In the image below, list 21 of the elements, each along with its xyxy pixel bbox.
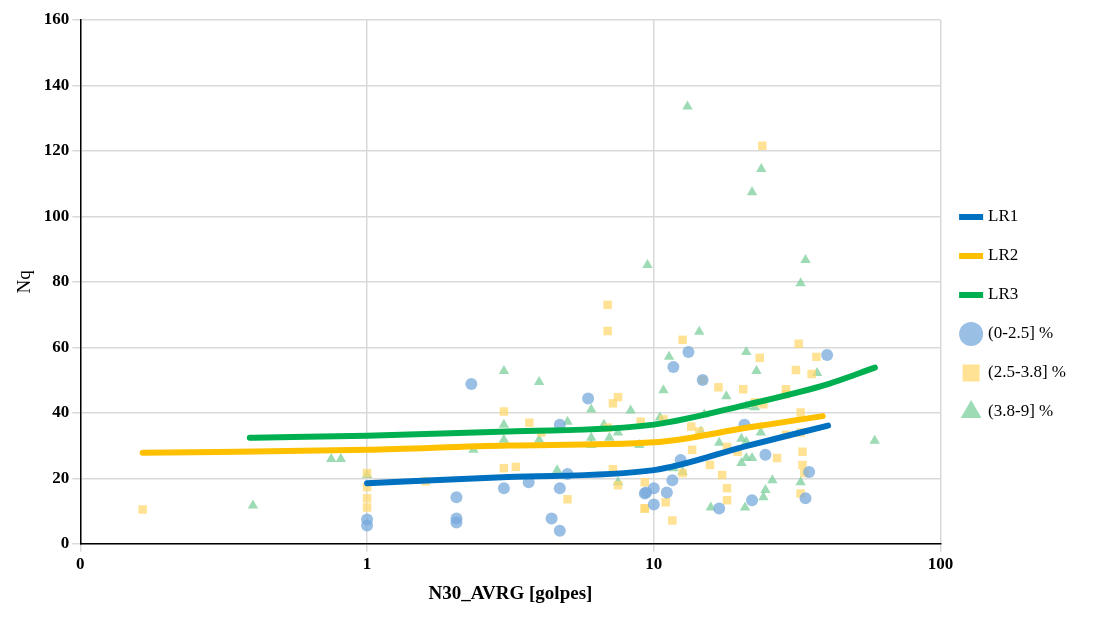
y-tick-label: 40: [52, 402, 70, 422]
legend-label: LR1: [988, 206, 1019, 226]
y-tick-label: 100: [43, 205, 70, 225]
x-tick-label: 0: [76, 554, 85, 574]
y-axis-title: Nq: [13, 269, 35, 294]
legend-label: (2.5-3.8] %: [988, 362, 1067, 382]
y-tick-label: 160: [43, 9, 70, 29]
y-tick-label: 0: [60, 533, 70, 553]
legend-label: (0-2.5] %: [988, 323, 1054, 343]
x-tick-label: 100: [927, 554, 954, 574]
y-tick-label: 20: [52, 467, 70, 487]
y-tick-label: 140: [43, 74, 70, 94]
legend-label: LR2: [988, 245, 1019, 265]
legend-label: LR3: [988, 284, 1019, 304]
y-tick-label: 60: [52, 336, 70, 356]
legend-label: (3.8-9] %: [988, 401, 1054, 421]
y-tick-label: 80: [52, 271, 70, 291]
x-axis-title: N30_AVRG [golpes]: [428, 581, 593, 603]
y-tick-label: 120: [43, 140, 70, 160]
x-tick-label: 10: [645, 554, 663, 574]
x-tick-label: 1: [362, 554, 372, 574]
